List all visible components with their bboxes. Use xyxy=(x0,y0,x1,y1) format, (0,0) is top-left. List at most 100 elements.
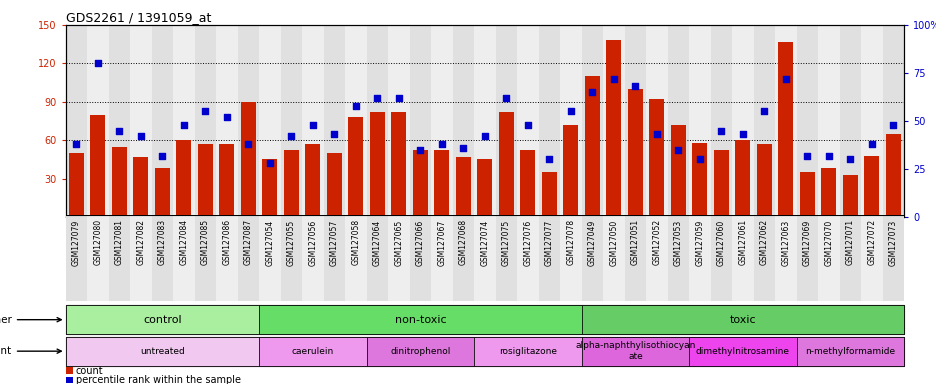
Bar xyxy=(731,25,753,217)
Bar xyxy=(259,215,280,301)
Bar xyxy=(517,25,538,217)
Text: dinitrophenol: dinitrophenol xyxy=(389,347,450,356)
Text: toxic: toxic xyxy=(729,314,755,325)
Bar xyxy=(66,377,73,383)
Text: caerulein: caerulein xyxy=(291,347,333,356)
Text: GSM127085: GSM127085 xyxy=(200,219,210,265)
Point xyxy=(498,95,513,101)
Text: GSM127064: GSM127064 xyxy=(373,219,382,266)
Bar xyxy=(238,25,259,217)
Bar xyxy=(689,215,709,301)
Bar xyxy=(216,25,238,217)
Bar xyxy=(323,215,344,301)
Bar xyxy=(366,215,388,301)
Text: GSM127072: GSM127072 xyxy=(867,219,875,265)
Bar xyxy=(581,25,603,217)
Point xyxy=(713,127,728,134)
Bar xyxy=(495,25,517,217)
Bar xyxy=(560,25,581,217)
Bar xyxy=(452,25,474,217)
Text: GSM127077: GSM127077 xyxy=(545,219,553,266)
Bar xyxy=(238,215,259,301)
Bar xyxy=(109,215,130,301)
Bar xyxy=(195,25,216,217)
Bar xyxy=(756,144,771,217)
Point xyxy=(799,152,814,159)
Text: GSM127049: GSM127049 xyxy=(587,219,596,266)
Bar xyxy=(431,25,452,217)
Bar xyxy=(109,25,130,217)
Text: GSM127078: GSM127078 xyxy=(565,219,575,265)
Text: GSM127054: GSM127054 xyxy=(265,219,274,266)
Text: GSM127062: GSM127062 xyxy=(759,219,768,265)
Bar xyxy=(434,151,449,217)
Point xyxy=(584,89,599,95)
Bar xyxy=(262,159,277,217)
Bar xyxy=(646,25,667,217)
Bar xyxy=(197,144,212,217)
Point xyxy=(606,76,621,82)
Bar xyxy=(709,25,731,217)
Point xyxy=(476,133,492,139)
Point xyxy=(327,131,342,137)
Text: GSM127075: GSM127075 xyxy=(502,219,510,266)
Bar xyxy=(87,25,109,217)
Point xyxy=(756,108,771,114)
Bar xyxy=(842,175,857,217)
Text: GSM127060: GSM127060 xyxy=(716,219,725,266)
Text: GSM127066: GSM127066 xyxy=(416,219,424,266)
Bar xyxy=(882,215,903,301)
Bar xyxy=(778,41,793,217)
Bar xyxy=(563,125,578,217)
Bar xyxy=(68,153,84,217)
Bar xyxy=(90,114,105,217)
Point xyxy=(735,131,750,137)
Text: dimethylnitrosamine: dimethylnitrosamine xyxy=(695,347,789,356)
Text: GSM127053: GSM127053 xyxy=(673,219,682,266)
Bar xyxy=(344,25,366,217)
Bar xyxy=(284,151,299,217)
Point xyxy=(370,95,385,101)
Bar xyxy=(670,125,685,217)
Bar xyxy=(495,215,517,301)
Point xyxy=(305,122,320,128)
Bar xyxy=(713,151,728,217)
Bar xyxy=(839,215,860,301)
Bar xyxy=(581,337,689,366)
Bar xyxy=(280,25,301,217)
Text: rosiglitazone: rosiglitazone xyxy=(498,347,556,356)
Point xyxy=(864,141,879,147)
Text: GSM127080: GSM127080 xyxy=(94,219,102,265)
Bar xyxy=(259,305,581,334)
Bar xyxy=(882,25,903,217)
Text: GSM127071: GSM127071 xyxy=(845,219,854,265)
Point xyxy=(348,103,363,109)
Text: GSM127087: GSM127087 xyxy=(243,219,253,265)
Bar xyxy=(152,215,173,301)
Text: control: control xyxy=(143,314,182,325)
Bar xyxy=(692,143,707,217)
Bar xyxy=(603,25,624,217)
Bar xyxy=(649,99,664,217)
Bar xyxy=(860,25,882,217)
Bar xyxy=(735,140,750,217)
Bar xyxy=(474,215,495,301)
Bar xyxy=(517,215,538,301)
Bar xyxy=(133,157,148,217)
Point xyxy=(456,145,471,151)
Bar xyxy=(216,215,238,301)
Text: GSM127050: GSM127050 xyxy=(608,219,618,266)
Bar xyxy=(195,215,216,301)
Point xyxy=(413,147,428,153)
Text: GSM127083: GSM127083 xyxy=(157,219,167,265)
Bar xyxy=(560,215,581,301)
Bar xyxy=(627,89,642,217)
Point xyxy=(133,133,148,139)
Text: GSM127057: GSM127057 xyxy=(329,219,339,266)
Bar xyxy=(603,215,624,301)
Bar xyxy=(796,337,903,366)
Text: GSM127081: GSM127081 xyxy=(115,219,124,265)
Point xyxy=(778,76,793,82)
Text: GSM127079: GSM127079 xyxy=(72,219,80,266)
Bar xyxy=(799,172,814,217)
